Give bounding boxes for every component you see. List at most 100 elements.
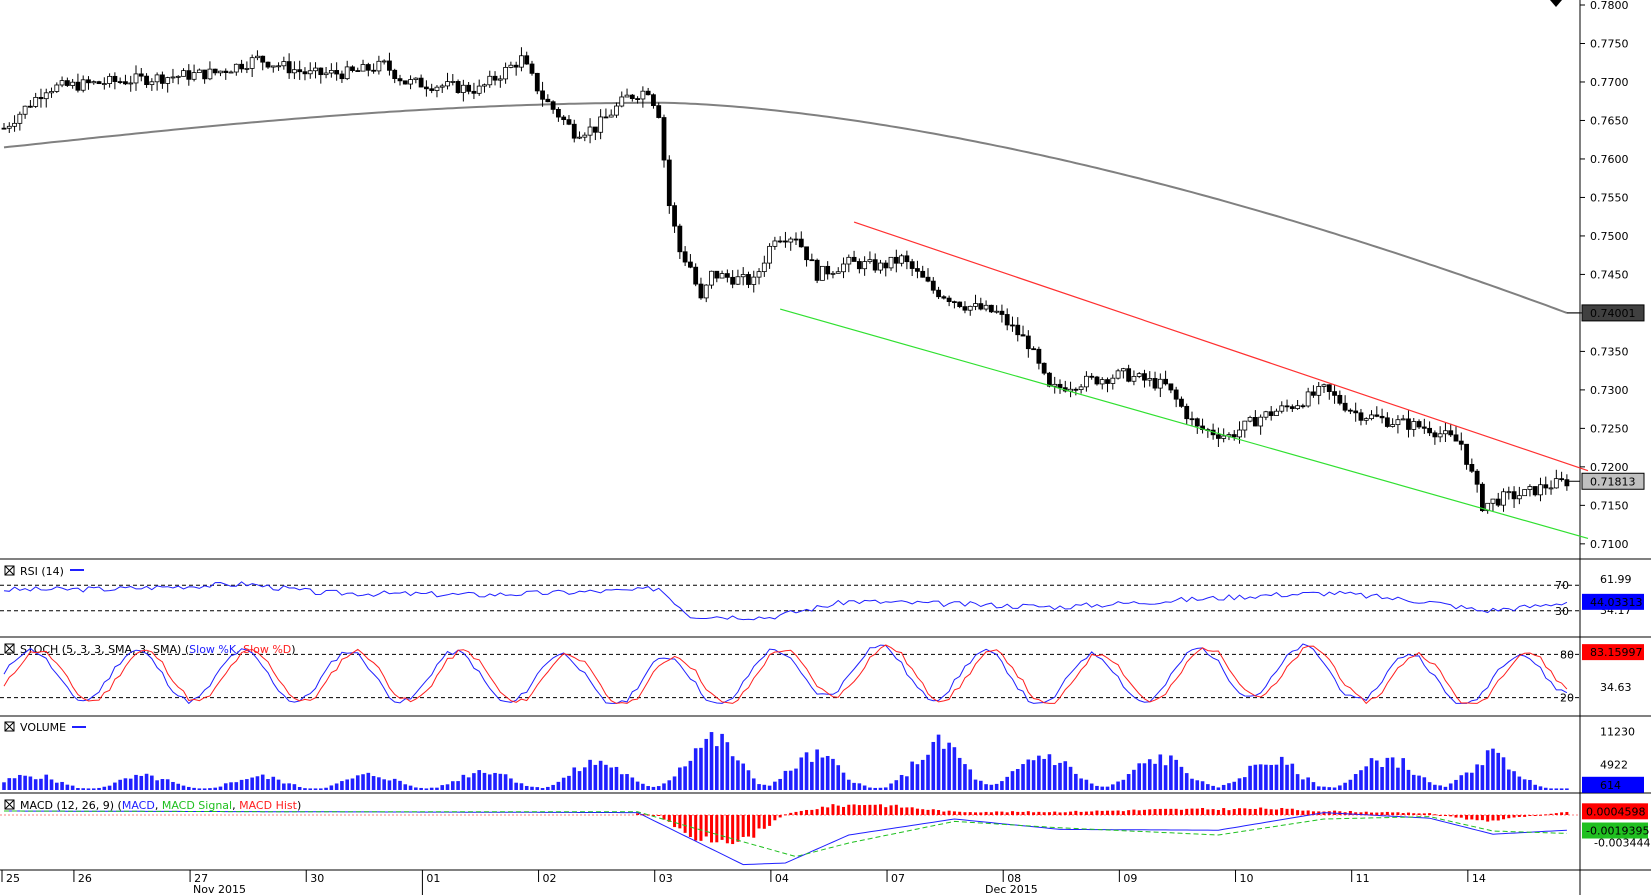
candle-body xyxy=(1348,409,1353,412)
candle-body xyxy=(175,75,181,78)
month-label: Dec 2015 xyxy=(985,883,1038,895)
upper-channel-line xyxy=(853,221,1589,472)
volume-bar xyxy=(810,761,814,790)
macd-hist-bar xyxy=(1512,815,1516,818)
macd-hist-bar xyxy=(1179,809,1183,815)
macd-hist-bar xyxy=(1322,811,1326,815)
volume-bar xyxy=(1206,784,1210,790)
macd-hist-bar xyxy=(1216,809,1220,815)
day-label: 02 xyxy=(543,872,557,885)
candle-body xyxy=(1326,384,1332,392)
candle-body xyxy=(893,256,899,264)
candle-body xyxy=(1004,314,1010,326)
volume-bar xyxy=(1480,765,1485,790)
candle-body xyxy=(1490,498,1496,504)
volume-bar xyxy=(1301,779,1305,790)
candle-body xyxy=(307,70,313,75)
candle-body xyxy=(587,126,593,136)
volume-bar xyxy=(1285,764,1289,790)
volume-bar xyxy=(736,760,740,790)
macd-title: MACD (12, 26, 9) xyxy=(20,799,114,812)
macd-hist-bar xyxy=(863,804,867,815)
volume-bar xyxy=(229,782,233,790)
candle-body xyxy=(12,122,17,127)
stoch-d-legend: Slow %D xyxy=(243,643,291,656)
volume-bar xyxy=(1031,760,1036,790)
volume-bar xyxy=(963,764,967,790)
macd-hist-bar xyxy=(868,804,872,815)
candle-body xyxy=(1400,418,1406,421)
macd-hist-bar xyxy=(1121,811,1125,815)
candle-body xyxy=(814,259,820,281)
candle-body xyxy=(1448,430,1454,436)
candle-body xyxy=(339,73,345,80)
candle-body xyxy=(466,84,472,92)
macd-hist-bar xyxy=(778,815,782,818)
volume-bar xyxy=(899,774,904,790)
volume-bar xyxy=(23,775,27,790)
macd-hist-bar xyxy=(805,809,809,815)
volume-bar xyxy=(245,779,249,790)
volume-bar xyxy=(762,784,767,790)
volume-bar xyxy=(1348,779,1353,790)
volume-bar xyxy=(308,788,313,790)
candle-body xyxy=(666,159,672,207)
candle-body xyxy=(413,77,419,80)
volume-bar xyxy=(847,779,851,790)
rsi-value-box xyxy=(1582,593,1644,610)
macd-hist-bar xyxy=(1417,813,1421,815)
macd-hist-bar xyxy=(937,810,941,815)
candle-body xyxy=(856,261,862,270)
volume-bar xyxy=(799,757,804,790)
scroll-marker-icon[interactable] xyxy=(1550,0,1562,7)
volume-bar xyxy=(862,785,867,790)
candle-body xyxy=(1274,410,1279,416)
candle-body xyxy=(540,90,545,100)
macd-hist-bar xyxy=(857,805,861,815)
macd-hist-bar xyxy=(1565,811,1569,815)
volume-bar xyxy=(160,779,165,790)
volume-bar xyxy=(403,784,408,790)
stoch-level-label: 20 xyxy=(1560,692,1574,705)
volume-bar xyxy=(825,755,830,790)
candle-body xyxy=(635,98,640,100)
candle-body xyxy=(1142,373,1147,381)
volume-bar xyxy=(1021,764,1025,790)
candle-body xyxy=(27,105,33,108)
candle-body xyxy=(545,98,551,103)
macd-hist-bar xyxy=(1375,812,1379,815)
macd-hist-bar xyxy=(1026,811,1030,815)
volume-bar xyxy=(1411,774,1416,790)
candle-body xyxy=(1010,324,1015,327)
candle-body xyxy=(1157,378,1163,389)
candle-body xyxy=(1057,383,1063,389)
close-icon xyxy=(4,799,15,810)
macd-hist-bar xyxy=(1480,815,1484,821)
volume-bar xyxy=(97,787,101,790)
day-label: 03 xyxy=(659,872,673,885)
macd-hist-bar xyxy=(768,815,772,826)
month-label: Nov 2015 xyxy=(193,883,246,895)
candle-body xyxy=(1501,491,1506,506)
volume-bar xyxy=(1427,782,1432,790)
svg-text:MACD (12, 26, 9) (MAC: MACD (12, 26, 9) (MACD, MACD Signal, MAC… xyxy=(20,799,301,812)
volume-bar xyxy=(709,732,714,790)
volume-bar xyxy=(836,765,841,790)
stoch-value-box xyxy=(1582,644,1644,661)
volume-bar xyxy=(451,781,455,790)
day-label: 11 xyxy=(1356,872,1370,885)
macd-hist-bar xyxy=(1391,812,1395,815)
candle-body xyxy=(772,240,778,247)
volume-bar xyxy=(70,785,75,790)
macd-hist-bar xyxy=(1443,815,1447,816)
volume-bar xyxy=(1470,772,1474,790)
candle-body xyxy=(323,72,329,76)
candle-body xyxy=(165,77,171,84)
macd-hist-bar xyxy=(1422,813,1426,815)
macd-hist-bar xyxy=(1142,809,1146,815)
macd-hist-bar xyxy=(1285,808,1289,815)
macd-hist-bar xyxy=(974,812,978,815)
candle-body xyxy=(397,78,403,82)
candle-body xyxy=(1147,378,1153,381)
candle-body xyxy=(1189,418,1195,421)
